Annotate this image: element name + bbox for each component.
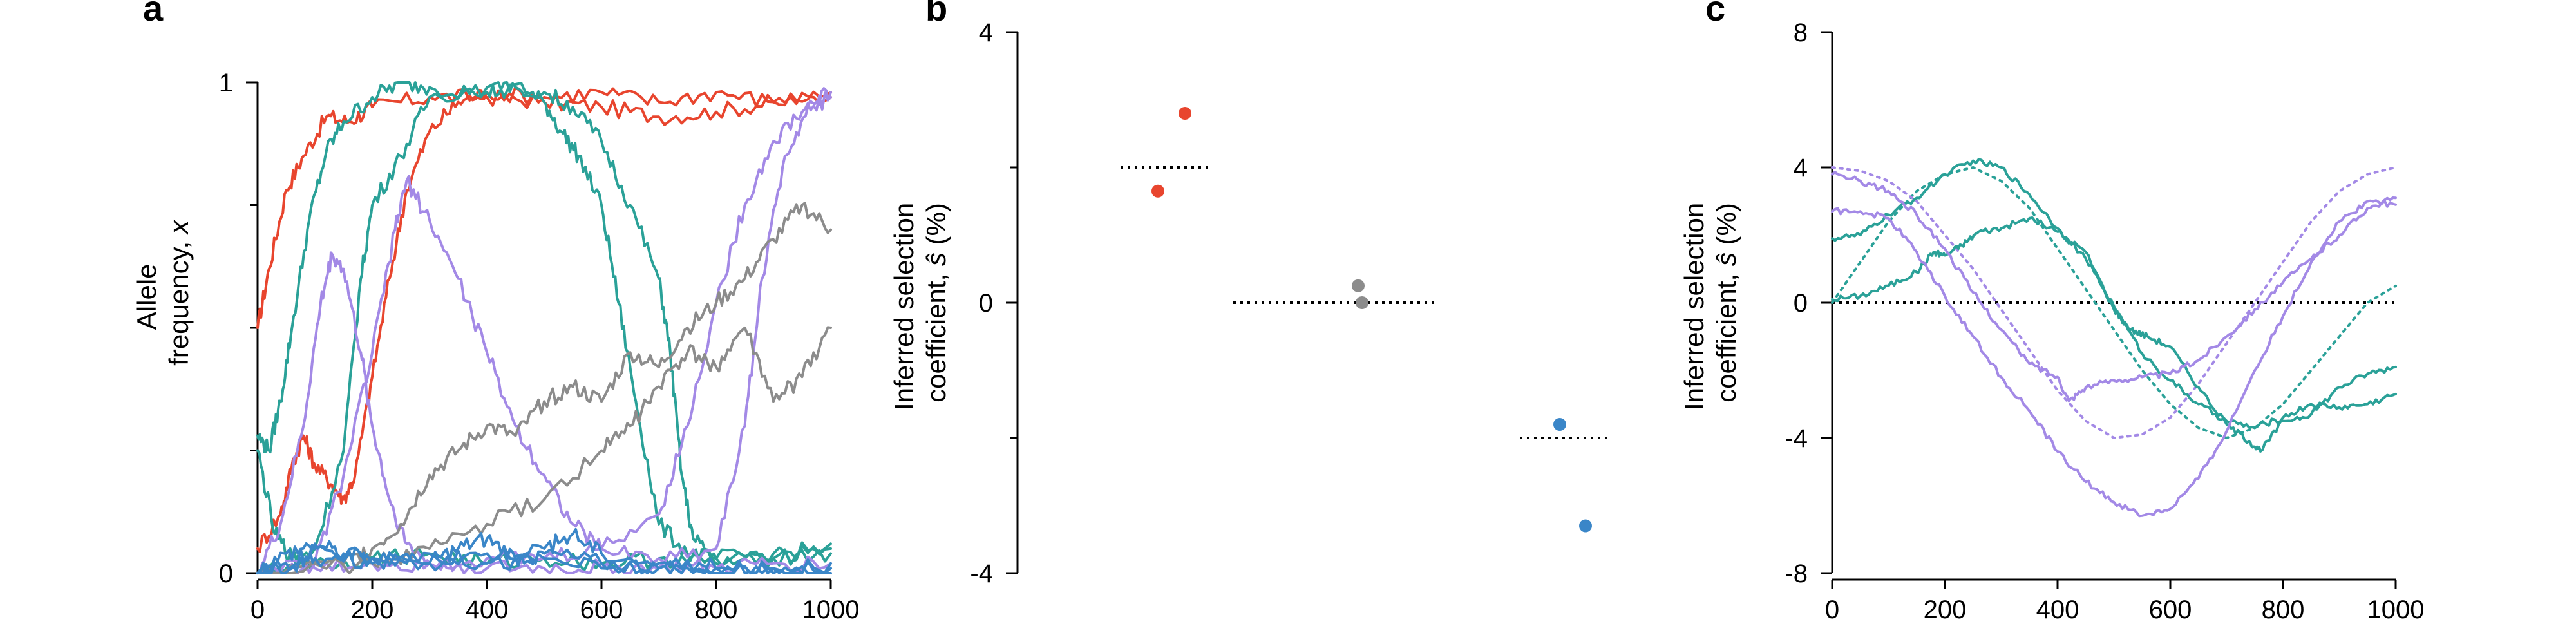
panel-b-point-gray [1356,296,1368,309]
panel-c-inferred-teal [1831,158,2397,430]
panel-a-ylabel-line1: Allele [131,263,162,330]
panel-c-x-tick-label: 200 [1924,596,1967,624]
panel-c-ylabel-unit: (%) [1711,203,1741,252]
svg-text:Inferred selection coe: Inferred selection coefficient, ŝ (%) [889,195,951,410]
panel-a-trajectory-red [256,86,832,553]
panel-a-series [256,81,832,574]
panel-c-axes: 0 200 400 600 800 1000 -8 -4 0 4 8 [1785,19,2424,624]
panel-a-axes: 0 200 400 600 800 1000 0 1 [219,69,860,624]
panel-b-y-tick-label: 0 [979,289,993,317]
panel-c-x-tick-label: 600 [2149,596,2192,624]
panel-a: a Allele frequency, x 0 200 400 600 800 10000… [131,0,859,624]
panel-c-y-tick-label: 4 [1794,154,1808,182]
svg-text:Inferred selection coe: Inferred selection coefficient, ŝ (%) [1679,195,1741,410]
panel-c-true-curve-teal [1831,166,2397,440]
panel-b-ylabel-line2: coefficient, [921,266,951,402]
panel-a-trajectory-blue [256,532,832,574]
panel-c-y-tick-label: 0 [1794,289,1808,317]
panel-c-ylabel-var: ŝ [1711,252,1741,266]
panel-c-ylabel-line1: Inferred selection [1679,203,1709,410]
panel-a-x-tick-label: 600 [580,596,623,624]
panel-c-y-tick-label: -8 [1785,560,1808,588]
panel-b: b Inferred selection coefficient, ŝ (%) … [889,0,1610,588]
panel-c-series [1831,158,2397,518]
panel-b-y-tick-label: 4 [979,19,993,47]
panel-c-x-tick-label: 1000 [2367,596,2425,624]
panel-a-ylabel-var: x [164,219,194,235]
panel-b-point-red [1151,184,1164,198]
panel-c-x-tick-label: 400 [2036,596,2079,624]
panel-b-axes: -4 0 4 [970,19,1019,588]
panel-a-trajectory-gray [256,202,832,574]
panel-b-point-gray [1352,279,1365,292]
panel-b-point-blue [1553,418,1566,431]
panel-b-ylabel-var: ŝ [921,252,951,266]
panel-a-trajectory-gray [256,326,832,574]
panel-a-y-tick-label: 1 [219,69,233,97]
panel-c-ylabel: Inferred selection coefficient, ŝ (%) [1679,195,1741,410]
panel-a-y-tick-label: 0 [219,560,233,588]
panel-c-y-tick-label: 8 [1794,19,1808,47]
panel-a-trajectory-teal [256,81,832,574]
panel-c-inferred-teal [1831,216,2397,453]
panel-a-x-tick-label: 200 [351,596,394,624]
panel-a-x-tick-label: 800 [695,596,738,624]
panel-b-marks [1121,107,1610,533]
panel-a-ylabel: Allele frequency, x [131,219,194,366]
panel-c: c Inferred selection coefficient, ŝ (%) … [1679,0,2424,624]
panel-a-letter: a [143,0,164,28]
panel-a-trajectory-purple [256,87,832,574]
panel-c-ylabel-line2: coefficient, [1711,266,1741,402]
panel-a-x-tick-label: 400 [466,596,509,624]
panel-b-point-blue [1579,519,1592,533]
panel-a-trajectory-blue [256,549,832,574]
panel-a-x-tick-label: 1000 [802,596,860,624]
panel-c-x-tick-label: 800 [2262,596,2305,624]
panel-b-ylabel: Inferred selection coefficient, ŝ (%) [889,195,951,410]
panel-b-ylabel-line1: Inferred selection [889,203,919,410]
panel-c-inferred-purple [1831,171,2397,402]
panel-a-ylabel-line2: frequency, [164,234,194,366]
panel-c-y-tick-label: -4 [1785,424,1808,453]
panel-c-letter: c [1705,0,1725,28]
panel-a-trajectory-teal [256,81,832,564]
panel-b-y-tick-label: -4 [970,560,993,588]
panel-c-inferred-purple [1831,199,2397,518]
panel-c-x-tick-label: 0 [1825,596,1839,624]
panel-b-ylabel-unit: (%) [921,203,951,252]
panel-a-x-tick-label: 0 [251,596,265,624]
panel-c-true-curve-purple [1831,166,2397,440]
svg-text:Allele frequency, x: Allele frequency, x [131,219,194,366]
panel-b-point-red [1179,107,1191,120]
panel-b-letter: b [925,0,947,28]
